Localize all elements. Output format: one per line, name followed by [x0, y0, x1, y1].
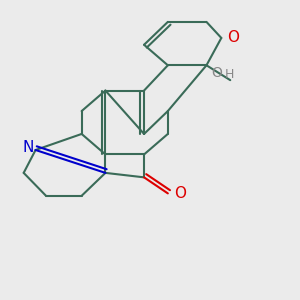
- Text: N: N: [23, 140, 34, 154]
- Text: O: O: [174, 186, 186, 201]
- Text: H: H: [225, 68, 235, 81]
- Text: O: O: [211, 66, 222, 80]
- Text: O: O: [227, 30, 239, 45]
